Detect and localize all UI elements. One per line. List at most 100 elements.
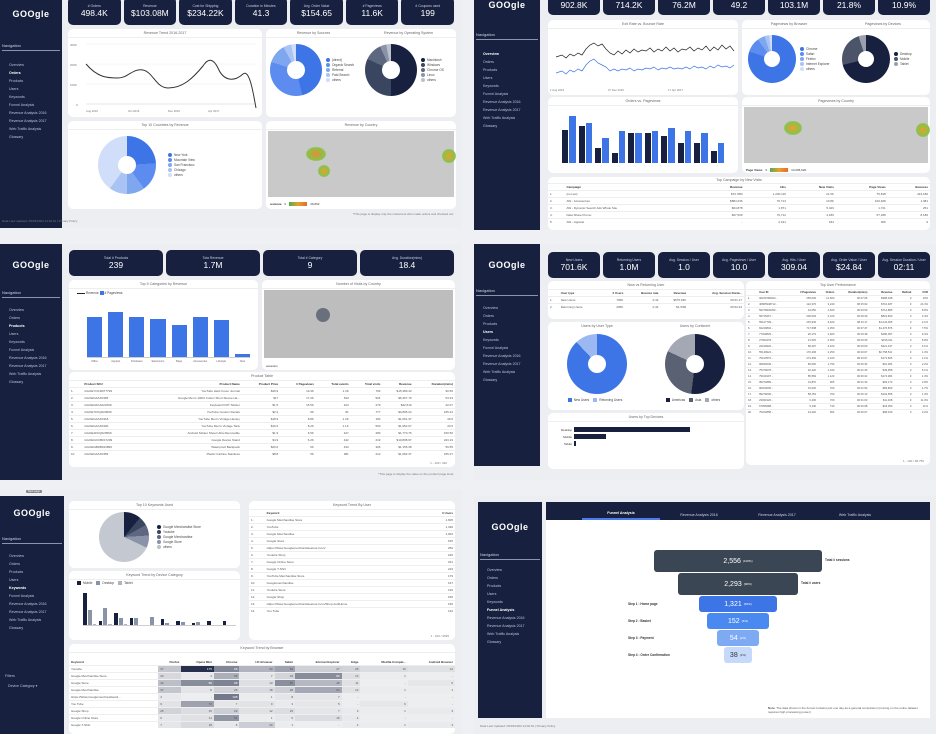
table-row[interactable]: 2. 40805948712... 122,370 3,240 08:15:02 $710…	[746, 301, 930, 308]
nav-item[interactable]: Glossary	[487, 640, 502, 644]
column-header[interactable]: Revenue	[399, 382, 412, 386]
table-row[interactable]: 3. GGOEGFKA022299 Keyboard DOT Sticker $1.5…	[69, 401, 455, 409]
column-header[interactable]: Duration(mins)	[431, 382, 453, 386]
column-header[interactable]: Avg. Session Durat...	[712, 291, 742, 295]
nav-item[interactable]: Products	[9, 79, 24, 83]
nav-item[interactable]: Keywords	[9, 340, 25, 344]
nav-item[interactable]: Glossary	[9, 135, 24, 139]
nav-item[interactable]: Overview	[9, 63, 24, 67]
nav-item[interactable]: Revenue Analysis 2016	[9, 356, 47, 360]
table-row[interactable]: 4. Data Share Promo $27,509 70,712 4,186 57,1…	[548, 211, 930, 219]
nav-item[interactable]: Revenue Analysis 2017	[483, 362, 521, 366]
table-row[interactable]: 3. 56278930352... 44,050 4,520 00:03:00 $712,…	[746, 307, 930, 314]
nav-item[interactable]: Users	[9, 332, 19, 336]
nav-item[interactable]: Web Traffic Analysis	[9, 618, 42, 622]
table-row[interactable]: 5. GGOEGAAX0318 YouTube Men's Vintage Henl…	[69, 415, 455, 423]
table-row[interactable]: 16. 96320005... 15,030 700 00:01:52 $89,809 0 4…	[746, 385, 930, 392]
nav-item[interactable]: Orders	[483, 60, 494, 64]
column-header[interactable]: User ID	[759, 291, 769, 294]
nav-item[interactable]: Keywords	[9, 586, 27, 590]
table-row[interactable]: 1. GGOEYOCR077799 YouTube Hard Cover Journ…	[69, 387, 455, 395]
column-header[interactable]: # Users	[442, 511, 453, 515]
column-header[interactable]: Product Price	[258, 382, 279, 386]
nav-item[interactable]: Funnel Analysis	[487, 608, 515, 612]
nav-item[interactable]: Web Traffic Analysis	[483, 370, 516, 374]
table-row[interactable]: Google Shop 25 15 29 12 15 7 3 1 3	[69, 707, 455, 715]
table-row[interactable]: 6. GGOEGAAX0330 YouTube Men's Vintage Tank…	[69, 422, 455, 430]
column-header[interactable]: Revenue	[881, 291, 893, 294]
table-row[interactable]: 13. Https://Www.Googlemerchandisestore.Co…	[249, 600, 455, 608]
column-header[interactable]: Refund	[902, 291, 912, 294]
nav-item[interactable]: Funnel Analysis	[483, 92, 509, 96]
table-row[interactable]: 5. AW - Apparel -2,191 184 366 9	[548, 218, 930, 225]
nav-item[interactable]: Users	[483, 76, 493, 80]
column-header[interactable]: Firefox	[169, 660, 180, 664]
table-row[interactable]: 8. GGOEGOCB017299 Google Device Stand $4.9 6…	[69, 436, 455, 444]
nav-item[interactable]: Web Traffic Analysis	[487, 632, 520, 636]
nav-item[interactable]: Revenue Analysis 2016	[9, 602, 47, 606]
table-row[interactable]: 11. 75213576... 274,460 2,100 08:15:07 $174,8…	[746, 355, 930, 362]
column-header[interactable]: Duration(mins)	[848, 291, 868, 294]
nav-item[interactable]: Glossary	[483, 124, 498, 128]
table-row[interactable]: 2. AW - Accessories $884,336 70,713 10.8K 100…	[548, 197, 930, 205]
column-header[interactable]: # Pageviews	[800, 291, 817, 294]
nav-item[interactable]: Revenue Analysis 2016	[9, 111, 47, 115]
column-header[interactable]: Page Views	[869, 185, 886, 189]
column-header[interactable]: Bounces	[915, 185, 928, 189]
table-row[interactable]: Google Store 43 89 98 13 87 48 11-6	[69, 679, 455, 687]
table-row[interactable]: 2. Returning Users 205K 0.44 $1.53M 00:02:24	[548, 303, 744, 310]
nav-item[interactable]: Users	[9, 578, 19, 582]
nav-item[interactable]: Products	[483, 322, 498, 326]
nav-item[interactable]: Overview	[483, 306, 498, 310]
column-header[interactable]: Hits	[780, 185, 786, 189]
table-row[interactable]: Google Online Store 6 11 81 1 5 15 4- -	[69, 714, 455, 722]
table-row[interactable]: 4. GGOEYFKQ020699 YouTube Custom Decals $2.…	[69, 408, 455, 416]
nav-item[interactable]: Products	[9, 570, 24, 574]
nav-item[interactable]: Products	[483, 68, 498, 72]
nav-item[interactable]: Products	[487, 584, 502, 588]
nav-item[interactable]: Overview	[487, 568, 502, 572]
table-row[interactable]: 5. Https://Www.Googlemerchandisestore.Com…	[249, 544, 455, 552]
column-header[interactable]: UC Browser	[255, 660, 273, 664]
table-row[interactable]: 10. 55149924... 170,296 2,250 00:00:07 $2,758…	[746, 349, 930, 356]
table-row[interactable]: 1. 06249780924... 265,000 12,600 00:07:06 $98…	[746, 295, 930, 302]
nav-item[interactable]: Keywords	[9, 95, 25, 99]
table-row[interactable]: 15. 95374889... 31,870 905 00:01:33 $93,173 0 2…	[746, 379, 930, 386]
table-row[interactable]: 6. 84249802... 717,598 2,350 00:07:27 $1,470,…	[746, 325, 930, 332]
table-row[interactable]: 4. 59715367... 200,000 3,100 00:09:29 $824,82…	[746, 313, 930, 320]
table-row[interactable]: 3. AW - Dynamic Search Ads Whole Site $64,…	[548, 204, 930, 212]
table-row[interactable]: 12. Google Shop 150	[249, 593, 455, 601]
nav-item[interactable]: Revenue Analysis 2016	[483, 100, 521, 104]
nav-item[interactable]: Glossary	[483, 378, 498, 382]
table-row[interactable]: 10. Googlemerchandise 167	[249, 579, 455, 587]
table-row[interactable]: 12. 99930039... 80,000 1,790 00:00:34 $91,284…	[746, 361, 930, 368]
column-header[interactable]: Campaign	[566, 185, 582, 189]
table-row[interactable]: 7. Google Online Store 231	[249, 558, 455, 566]
column-header[interactable]: Edge	[351, 660, 359, 664]
column-header[interactable]: Mozilla Compat...	[381, 660, 406, 664]
table-row[interactable]: 11. Youtube Store 136	[249, 586, 455, 594]
table-row[interactable]: 8. 27093478... 41,526 2,500 00:03:25 $315,011…	[746, 337, 930, 344]
column-header[interactable]: CVR	[922, 291, 928, 294]
nav-item[interactable]: Web Traffic Analysis	[483, 116, 516, 120]
nav-item[interactable]: Revenue Analysis 2016	[483, 354, 521, 358]
table-row[interactable]: 1. Google Merchandise Store 1,605	[249, 516, 455, 524]
nav-item[interactable]: Glossary	[9, 380, 24, 384]
table-row[interactable]: Https://Www.Googlemerchandisestl... 4-108…	[69, 693, 455, 701]
nav-item[interactable]: Users	[483, 330, 493, 334]
nav-item[interactable]: Overview	[9, 308, 24, 312]
nav-item[interactable]: Funnel Analysis	[483, 346, 509, 350]
nav-item[interactable]: Revenue Analysis 2017	[9, 610, 47, 614]
nav-item[interactable]: Web Traffic Analysis	[9, 372, 42, 376]
tab[interactable]: Funnel Analysis	[582, 511, 660, 520]
table-row[interactable]: Google T-Shirt 7 18 6 30 1-2 1 3	[69, 721, 455, 728]
table-row[interactable]: 10. GGOEGAAX0359 Plastic Carbine Stainless…	[69, 450, 455, 457]
tab[interactable]: Web Traffic Analysis	[838, 513, 872, 517]
column-header[interactable]: Product SKU	[84, 382, 103, 386]
column-header[interactable]: Keyword	[71, 660, 84, 664]
table-row[interactable]: 13. 75479078... 20,420 1,040 00:01:33 $49,958…	[746, 367, 930, 374]
nav-item[interactable]: Orders	[9, 562, 20, 566]
nav-item[interactable]: Users	[9, 87, 19, 91]
table-row[interactable]: You Tube 9 70 7 9 3 5-6-	[69, 700, 455, 708]
column-header[interactable]: Revenue	[730, 185, 743, 189]
